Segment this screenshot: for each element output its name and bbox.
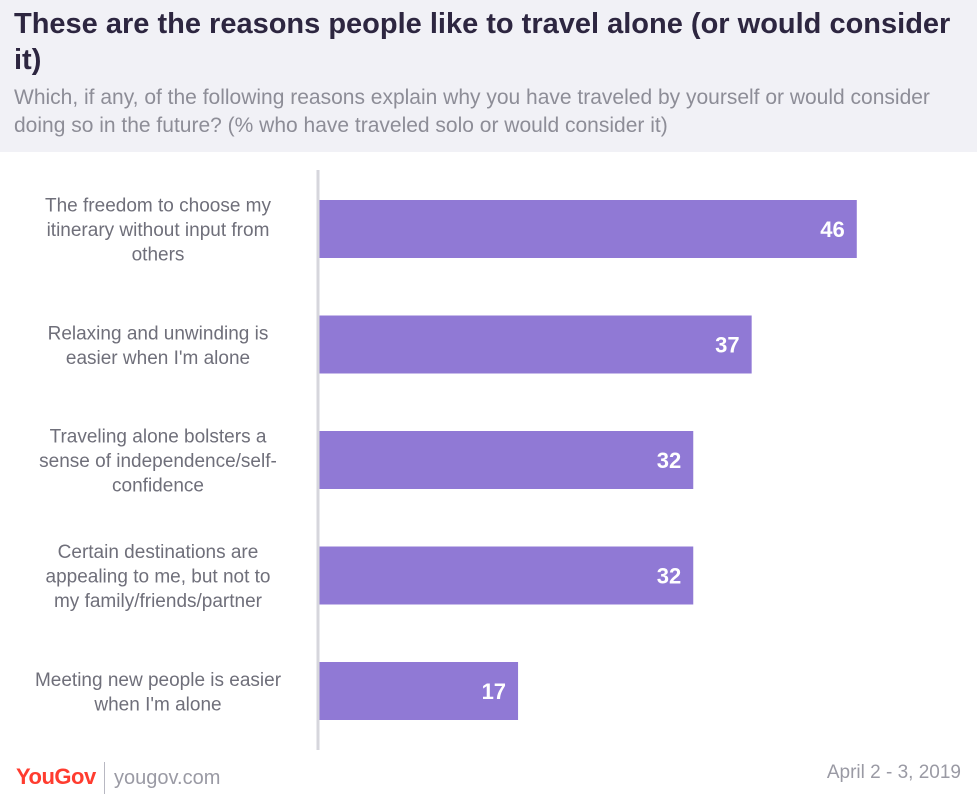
bar [319, 662, 519, 720]
yougov-logo: YouGov [16, 764, 96, 789]
category-label-line: The freedom to choose my [45, 196, 271, 217]
category-label-line: confidence [112, 476, 204, 497]
category-label-line: my family/friends/partner [54, 591, 263, 612]
category-label-line: Relaxing and unwinding is [48, 323, 269, 344]
bar-chart: 46 The freedom to choose my itinerary with… [35, 170, 857, 750]
header-band: These are the reasons people like to tra… [0, 0, 977, 152]
category-label: The freedom to choose my itinerary withou… [45, 196, 271, 266]
category-label-line: Certain destinations are [58, 542, 259, 563]
category-label: Certain destinations are appealing to me,… [46, 542, 271, 612]
chart-title: These are the reasons people like to tra… [14, 8, 951, 76]
bar-value-label: 17 [482, 679, 506, 704]
category-label-line: easier when I'm alone [66, 348, 250, 369]
chart-subtitle: Which, if any, of the following reasons … [14, 86, 930, 137]
bar-value-label: 32 [657, 448, 681, 473]
category-label-line: appealing to me, but not to [46, 567, 271, 588]
category-label: Meeting new people is easier when I'm alo… [35, 670, 282, 716]
category-label-line: others [132, 245, 185, 266]
bar [319, 315, 752, 374]
bar-value-label: 32 [657, 564, 681, 589]
bar [319, 546, 694, 605]
survey-date: April 2 - 3, 2019 [826, 762, 961, 783]
bar-value-label: 37 [715, 333, 739, 358]
bar [319, 200, 857, 258]
category-label: Relaxing and unwinding is easier when I'm… [48, 323, 269, 369]
category-label-line: itinerary without input from [47, 220, 270, 241]
footer-divider [104, 762, 105, 794]
footer-site-link[interactable]: yougov.com [114, 767, 221, 789]
category-label-line: sense of independence/self- [39, 451, 277, 472]
category-label-line: Traveling alone bolsters a [50, 427, 267, 448]
category-label-line: Meeting new people is easier [35, 670, 282, 691]
category-label-line: when I'm alone [93, 694, 221, 715]
bar-value-label: 46 [820, 217, 844, 242]
category-label: Traveling alone bolsters a sense of indep… [39, 427, 277, 497]
chart-area: 46 The freedom to choose my itinerary with… [0, 152, 977, 752]
bar [319, 431, 694, 489]
